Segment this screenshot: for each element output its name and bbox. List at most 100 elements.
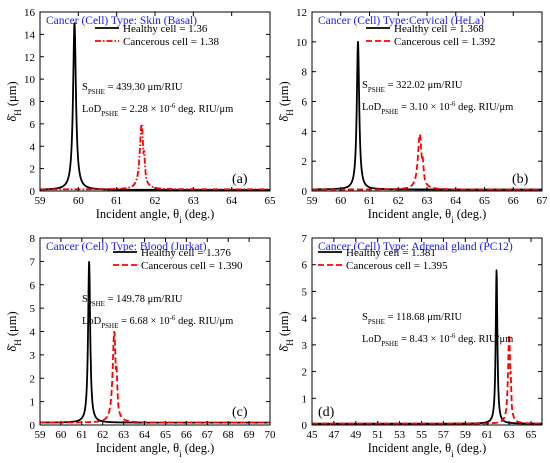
series-line-cancerous: [311, 333, 543, 425]
series-line-healthy: [311, 40, 543, 191]
x-tick-label: 65: [479, 195, 491, 207]
x-tick-label: 62: [393, 195, 404, 207]
x-axis-label: Incident angle, θi (deg.): [368, 441, 487, 459]
lod-annotation: LoDPSHE = 3.10 × 10-6 deg. RIU/μm: [362, 100, 513, 116]
y-tick-label: 8: [302, 67, 308, 79]
y-tick-label: 6: [302, 97, 308, 109]
x-tick-label: 60: [55, 429, 67, 441]
x-tick-label: 63: [422, 195, 434, 207]
y-tick-label: 8: [30, 97, 36, 109]
x-tick-label: 63: [188, 195, 200, 207]
x-tick-label: 69: [244, 429, 256, 441]
panel-label: (b): [512, 172, 529, 187]
panel-label: (a): [232, 172, 248, 187]
x-tick-label: 67: [537, 195, 549, 207]
x-tick-label: 66: [181, 429, 193, 441]
x-tick-label: 65: [160, 429, 172, 441]
x-tick-label: 61: [482, 429, 493, 441]
x-tick-label: 61: [76, 429, 87, 441]
panel-title: Cancer (Cell) Type:Cervical (HeLa): [318, 15, 484, 27]
x-axis-label: Incident angle, θi (deg.): [96, 441, 215, 459]
series-line-cancerous: [311, 133, 543, 191]
y-tick-label: 6: [30, 280, 36, 292]
legend-label: Healthy cell = 1.368: [394, 23, 484, 35]
x-axis-label: Incident angle, θi (deg.): [368, 207, 487, 225]
x-tick-label: 65: [526, 429, 538, 441]
y-tick-label: 6: [302, 260, 308, 272]
legend-label: Healthy cell = 1.36: [123, 23, 208, 35]
legend-label: Cancerous cell = 1.392: [394, 36, 496, 48]
y-tick-label: 10: [24, 74, 36, 86]
y-tick-label: 4: [30, 141, 36, 153]
x-tick-label: 66: [508, 195, 520, 207]
x-tick-label: 62: [150, 195, 161, 207]
y-tick-label: 0: [30, 186, 36, 198]
y-tick-label: 16: [24, 7, 36, 19]
y-tick-label: 14: [24, 29, 36, 41]
x-tick-label: 49: [350, 429, 362, 441]
x-tick-label: 53: [394, 429, 406, 441]
sensitivity-annotation: SPSHE = 439.30 μm/RIU: [82, 82, 183, 96]
series-line-cancerous: [39, 330, 271, 424]
panel-title: Cancer (Cell) Type: Skin (Basal): [46, 15, 197, 27]
y-tick-label: 2: [302, 156, 308, 168]
legend-label: Healthy cell = 1.376: [141, 247, 231, 259]
x-tick-label: 65: [265, 195, 277, 207]
x-tick-label: 59: [35, 429, 47, 441]
chart-panel-a: 59 60 61 62 63 64 65 0 2 4 6 8 10 12 14 16 Cancer (Cell)…: [5, 7, 276, 225]
y-tick-label: 0: [30, 420, 36, 432]
x-tick-label: 45: [307, 429, 319, 441]
x-tick-label: 61: [364, 195, 375, 207]
x-tick-label: 60: [73, 195, 85, 207]
legend-label: Healthy cell = 1.381: [346, 247, 436, 259]
y-tick-label: 12: [24, 52, 35, 64]
panel-label: (c): [232, 405, 248, 420]
plot-frame: [311, 237, 543, 426]
sensitivity-annotation: SPSHE = 149.78 μm/RIU: [82, 294, 183, 308]
x-tick-label: 64: [226, 195, 238, 207]
y-tick-label: 4: [302, 313, 308, 325]
series-line-healthy: [39, 260, 271, 424]
y-axis-label: δ̄H (μm): [277, 81, 295, 121]
legend-label: Cancerous cell = 1.390: [141, 260, 243, 272]
x-tick-label: 47: [328, 429, 340, 441]
x-tick-label: 62: [97, 429, 108, 441]
x-axis-label: Incident angle, θi (deg.): [96, 207, 215, 225]
legend-label: Cancerous cell = 1.38: [123, 36, 220, 48]
x-tick-label: 68: [223, 429, 235, 441]
x-tick-label: 51: [372, 429, 383, 441]
y-tick-label: 0: [302, 186, 308, 198]
y-tick-label: 5: [302, 286, 308, 298]
y-tick-label: 7: [302, 233, 308, 245]
panel-title: Cancer (Cell) Type: Adrenal gland (PC12): [318, 241, 513, 253]
sensitivity-annotation: SPSHE = 118.68 μm/RIU: [362, 312, 462, 326]
y-tick-label: 1: [302, 393, 308, 405]
y-tick-label: 7: [30, 256, 36, 268]
x-tick-label: 59: [35, 195, 47, 207]
x-tick-label: 70: [265, 429, 277, 441]
y-axis-label: δ̄H (μm): [5, 81, 23, 121]
legend-label: Cancerous cell = 1.395: [346, 260, 448, 272]
y-tick-label: 4: [30, 327, 36, 339]
y-tick-label: 12: [296, 7, 307, 19]
y-axis-label: δ̄H (μm): [277, 311, 295, 351]
x-tick-label: 55: [416, 429, 428, 441]
y-tick-label: 6: [30, 119, 36, 131]
x-tick-label: 63: [118, 429, 130, 441]
x-tick-label: 60: [335, 195, 347, 207]
x-tick-label: 61: [111, 195, 122, 207]
y-tick-label: 2: [302, 367, 308, 379]
chart-panel-c: 59 60 61 62 63 64 65 66 67 68 69 70012345678Cancer …: [5, 233, 276, 459]
y-tick-label: 1: [30, 397, 36, 409]
lod-annotation: LoDPSHE = 2.28 × 10-6 deg. RIU/μm: [82, 102, 233, 118]
sensitivity-annotation: SPSHE = 322.02 μm/RIU: [362, 80, 463, 94]
y-axis-label: δ̄H (μm): [5, 311, 23, 351]
y-tick-label: 4: [302, 126, 308, 138]
lod-annotation: LoDPSHE = 8.43 × 10-6 deg. RIU/μm: [362, 332, 513, 348]
y-tick-label: 0: [302, 420, 308, 432]
x-tick-label: 64: [450, 195, 462, 207]
panel-title: Cancer (Cell) Type: Blood (Jurkat): [46, 241, 207, 253]
y-tick-label: 5: [30, 303, 36, 315]
